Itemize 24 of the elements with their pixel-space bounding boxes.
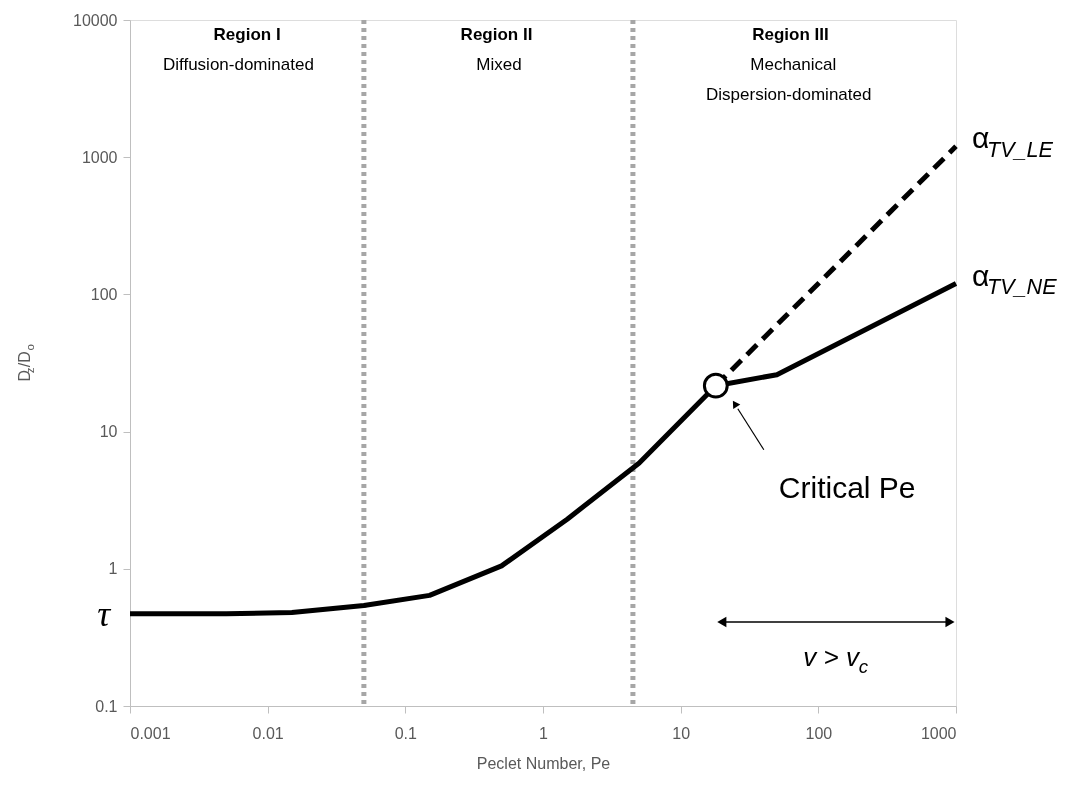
annotation: Mixed xyxy=(476,55,522,74)
annotation: Region III xyxy=(752,25,829,44)
x-tick-label: 1 xyxy=(539,724,549,742)
y-tick-label: 10000 xyxy=(73,11,118,29)
y-tick-label: 1 xyxy=(108,560,118,578)
x-axis-title: Peclet Number, Pe xyxy=(476,754,611,772)
annotation: Diffusion-dominated xyxy=(162,55,314,74)
x-tick-label: 0.1 xyxy=(394,724,418,742)
y-tick-label: 0.1 xyxy=(95,697,118,715)
y-axis-title: Dz/Do xyxy=(16,344,37,382)
annotation: τ xyxy=(97,593,112,634)
y-tick-label: 10 xyxy=(99,423,118,441)
y-tick-label: 100 xyxy=(90,285,118,303)
annotation: Critical Pe xyxy=(778,470,916,504)
annotation: Region II xyxy=(460,25,533,44)
annotation: Region I xyxy=(213,25,281,44)
y-tick-label: 1000 xyxy=(81,148,118,166)
annotation: Dispersion-dominated xyxy=(706,85,872,104)
x-tick-label: 1000 xyxy=(920,724,957,742)
x-tick-label: 100 xyxy=(805,724,833,742)
annotation: Mechanical xyxy=(750,55,837,74)
x-tick-label: 0.001 xyxy=(130,724,171,742)
x-tick-label: 10 xyxy=(672,724,691,742)
x-tick-label: 0.01 xyxy=(252,724,284,742)
